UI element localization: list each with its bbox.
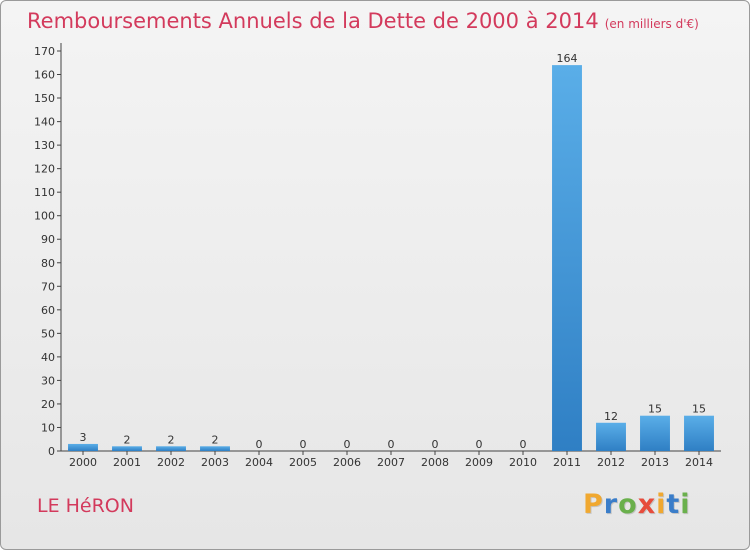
bar-value-label: 0 (388, 438, 395, 451)
logo-letter: o (618, 489, 638, 520)
logo-letter: i (656, 489, 667, 520)
bar-value-label: 164 (557, 52, 578, 65)
x-tick-label: 2012 (597, 456, 625, 469)
logo-letter: t (666, 489, 681, 520)
y-tick-label: 140 (34, 116, 55, 129)
x-tick-label: 2006 (333, 456, 361, 469)
y-tick-label: 130 (34, 139, 55, 152)
y-tick-label: 120 (34, 163, 55, 176)
y-tick-label: 10 (41, 421, 55, 434)
x-tick-label: 2010 (509, 456, 537, 469)
bar (684, 415, 714, 451)
bar (112, 446, 142, 451)
y-tick-label: 70 (41, 280, 55, 293)
x-tick-label: 2008 (421, 456, 449, 469)
y-tick-label: 170 (34, 45, 55, 58)
y-tick-label: 110 (34, 186, 55, 199)
x-tick-label: 2004 (245, 456, 273, 469)
y-tick-label: 30 (41, 374, 55, 387)
bar (68, 443, 98, 451)
bar (156, 446, 186, 451)
bar-value-label: 0 (520, 438, 527, 451)
bar-value-label: 2 (212, 433, 219, 446)
y-tick-label: 80 (41, 257, 55, 270)
x-tick-label: 2003 (201, 456, 229, 469)
y-tick-label: 90 (41, 233, 55, 246)
bar-value-label: 0 (432, 438, 439, 451)
x-tick-label: 2007 (377, 456, 405, 469)
chart-title: Remboursements Annuels de la Dette de 20… (27, 9, 699, 33)
bar-value-label: 3 (80, 431, 87, 444)
y-tick-label: 20 (41, 398, 55, 411)
y-tick-label: 60 (41, 304, 55, 317)
bar-value-label: 0 (476, 438, 483, 451)
bar-value-label: 2 (124, 433, 131, 446)
logo-letter: P (583, 489, 604, 520)
bar-value-label: 0 (256, 438, 263, 451)
commune-name: LE HéRON (37, 495, 134, 517)
x-tick-label: 2000 (69, 456, 97, 469)
chart-title-text: Remboursements Annuels de la Dette de 20… (27, 9, 599, 33)
logo-letter: i (680, 489, 691, 520)
x-tick-label: 2001 (113, 456, 141, 469)
bar-value-label: 15 (692, 403, 706, 416)
chart-subtitle: (en milliers d'€) (604, 17, 699, 31)
y-tick-label: 50 (41, 327, 55, 340)
y-tick-label: 100 (34, 210, 55, 223)
bar (552, 65, 582, 451)
bar-value-label: 12 (604, 410, 618, 423)
x-tick-label: 2002 (157, 456, 185, 469)
bar-value-label: 2 (168, 433, 175, 446)
x-tick-label: 2011 (553, 456, 581, 469)
bar-value-label: 0 (300, 438, 307, 451)
proxiti-logo: Proxiti (583, 489, 691, 520)
bar-value-label: 15 (648, 403, 662, 416)
y-tick-label: 0 (48, 445, 55, 458)
y-tick-label: 160 (34, 69, 55, 82)
x-tick-label: 2014 (685, 456, 713, 469)
x-tick-label: 2009 (465, 456, 493, 469)
y-tick-label: 40 (41, 351, 55, 364)
bar (596, 422, 626, 451)
y-tick-label: 150 (34, 92, 55, 105)
bar (640, 415, 670, 451)
bar (200, 446, 230, 451)
logo-letter: r (603, 489, 619, 520)
x-tick-label: 2013 (641, 456, 669, 469)
logo-letter: x (637, 489, 657, 520)
x-tick-label: 2005 (289, 456, 317, 469)
bar-value-label: 0 (344, 438, 351, 451)
